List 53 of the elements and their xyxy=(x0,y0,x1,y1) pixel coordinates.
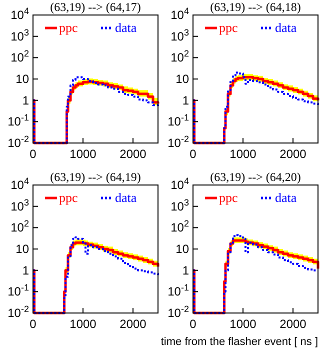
y-tick-label: 10$^{4}$ xyxy=(10,6,29,22)
y-tick-label: 10$^{2}$ xyxy=(170,218,189,235)
x-tick-label: 0 xyxy=(30,147,37,161)
y-tick-label: 10$^{-2}$ xyxy=(8,134,29,150)
y-tick-label: 10 xyxy=(16,242,30,256)
y-tick-label: 10$^{3}$ xyxy=(170,27,189,44)
x-tick-label: 0 xyxy=(190,147,197,161)
legend-label: ppc xyxy=(219,20,238,35)
y-tick-label: 10$^{3}$ xyxy=(10,197,29,214)
y-tick-label: 10$^{-2}$ xyxy=(168,134,189,150)
y-tick-label: 10$^{-2}$ xyxy=(168,304,189,320)
legend-label: data xyxy=(115,20,137,35)
legend-label: data xyxy=(115,190,137,205)
legend-label: ppc xyxy=(59,20,78,35)
x-tick-label: 0 xyxy=(190,317,197,331)
y-tick-label: 10 xyxy=(16,72,30,86)
y-tick-label: 10$^{3}$ xyxy=(170,197,189,214)
x-tick-label: 1000 xyxy=(70,147,97,161)
y-tick-label: 10 xyxy=(176,72,190,86)
legend-label: data xyxy=(275,190,297,205)
y-tick-label: 10$^{3}$ xyxy=(10,27,29,44)
x-tick-label: 1000 xyxy=(230,147,257,161)
y-tick-label: 10$^{-1}$ xyxy=(168,112,189,129)
y-tick-label: 1 xyxy=(182,263,190,278)
y-tick-label: 10$^{4}$ xyxy=(170,6,189,22)
y-tick-label: 10 xyxy=(176,242,190,256)
y-tick-label: 10$^{2}$ xyxy=(10,48,29,65)
y-tick-label: 10$^{-1}$ xyxy=(8,112,29,129)
chart-title: (63,19) --> (64,17) xyxy=(50,0,141,14)
x-tick-label: 1000 xyxy=(230,317,257,331)
x-tick-label: 2000 xyxy=(280,317,307,331)
y-tick-label: 10$^{2}$ xyxy=(10,218,29,235)
y-tick-label: 1 xyxy=(22,263,30,278)
y-tick-label: 1 xyxy=(182,93,190,108)
x-tick-label: 1000 xyxy=(70,317,97,331)
chart-title: (63,19) --> (64,20) xyxy=(210,170,301,184)
y-tick-label: 10$^{-1}$ xyxy=(168,282,189,299)
y-tick-label: 10$^{4}$ xyxy=(10,176,29,192)
y-tick-label: 10$^{2}$ xyxy=(170,48,189,65)
y-tick-label: 10$^{-2}$ xyxy=(8,304,29,320)
x-tick-label: 0 xyxy=(30,317,37,331)
y-tick-label: 10$^{-1}$ xyxy=(8,282,29,299)
y-tick-label: 10$^{4}$ xyxy=(170,176,189,192)
legend-label: ppc xyxy=(59,190,78,205)
chart-title: (63,19) --> (64,19) xyxy=(50,170,141,184)
x-axis-title: time from the flasher event [ ns ] xyxy=(160,336,318,348)
y-tick-label: 1 xyxy=(22,93,30,108)
chart-title: (63,19) --> (64,18) xyxy=(210,0,301,14)
legend-label: ppc xyxy=(219,190,238,205)
x-tick-label: 2000 xyxy=(120,317,147,331)
legend-label: data xyxy=(275,20,297,35)
x-tick-label: 2000 xyxy=(120,147,147,161)
x-tick-label: 2000 xyxy=(280,147,307,161)
